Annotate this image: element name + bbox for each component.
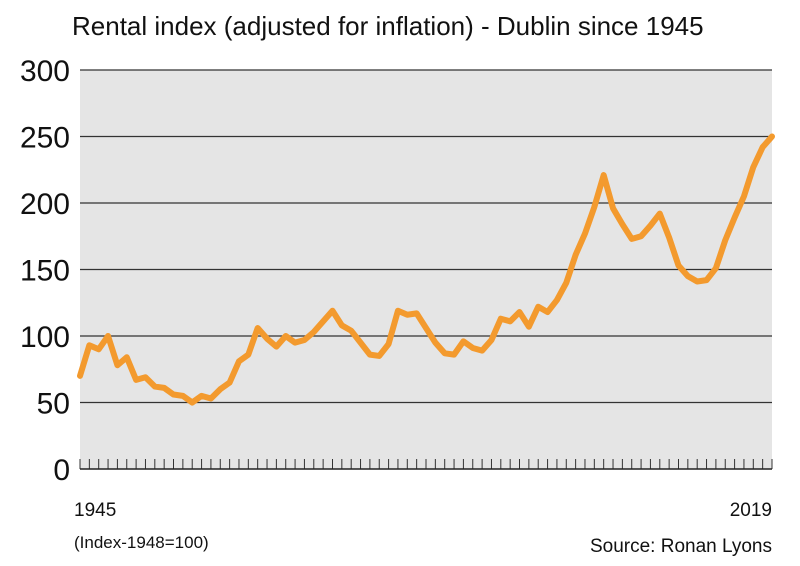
y-tick-label: 250: [20, 122, 70, 155]
y-tick-label: 300: [20, 55, 70, 88]
y-tick-label: 0: [53, 454, 70, 487]
source-credit: Source: Ronan Lyons: [590, 536, 772, 557]
y-tick-label: 150: [20, 255, 70, 288]
x-axis-tick-marks: [79, 459, 773, 469]
y-tick-label: 50: [37, 388, 70, 421]
rental-index-line: [77, 133, 775, 406]
chart-title: Rental index (adjusted for inflation) - …: [72, 11, 704, 41]
x-tick-label-end: 2019: [730, 500, 772, 521]
y-axis-ticks: 0 50 100 150 200 250 300: [20, 55, 70, 487]
index-note: (Index-1948=100): [74, 533, 209, 552]
x-tick-label-start: 1945: [74, 500, 116, 521]
y-tick-label: 100: [20, 321, 70, 354]
y-tick-label: 200: [20, 188, 70, 221]
